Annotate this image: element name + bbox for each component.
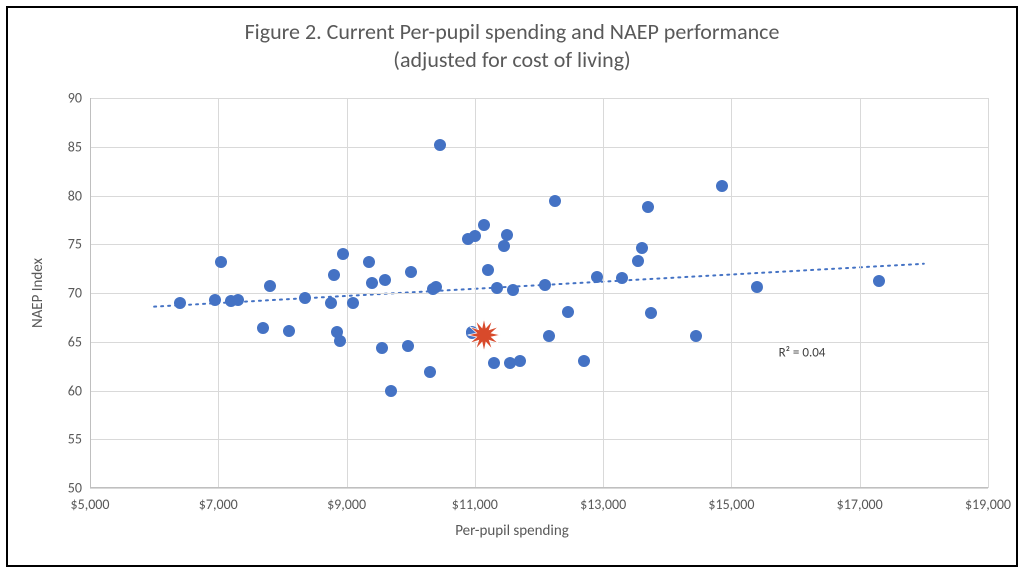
data-point — [543, 330, 555, 342]
x-tick-label: $19,000 — [965, 496, 1011, 513]
data-point — [366, 277, 378, 289]
y-tick-label: 75 — [68, 236, 82, 253]
chart-title: Figure 2. Current Per-pupil spending and… — [8, 18, 1016, 73]
data-point — [498, 240, 510, 252]
gridline-horizontal — [90, 98, 988, 99]
data-point — [174, 297, 186, 309]
data-point — [328, 269, 340, 281]
data-point — [507, 284, 519, 296]
data-point — [257, 322, 269, 334]
data-point — [591, 271, 603, 283]
gridline-horizontal — [90, 244, 988, 245]
gridline-horizontal — [90, 342, 988, 343]
x-tick-label: $17,000 — [837, 496, 883, 513]
gridline-horizontal — [90, 391, 988, 392]
gridline-horizontal — [90, 196, 988, 197]
data-point — [549, 195, 561, 207]
data-point — [636, 242, 648, 254]
r-squared-label: R² = 0.04 — [779, 346, 826, 361]
data-point — [539, 279, 551, 291]
gridline-horizontal — [90, 439, 988, 440]
data-point — [482, 264, 494, 276]
data-point — [405, 266, 417, 278]
y-tick-label: 70 — [68, 285, 82, 302]
gridline-vertical — [988, 98, 989, 488]
data-point — [645, 307, 657, 319]
data-point — [716, 180, 728, 192]
y-axis-line — [90, 98, 91, 488]
data-point — [215, 256, 227, 268]
y-tick-label: 85 — [68, 138, 82, 155]
data-point — [434, 139, 446, 151]
x-tick-label: $11,000 — [452, 496, 498, 513]
data-point — [379, 274, 391, 286]
plot-area — [90, 98, 988, 488]
gridline-horizontal — [90, 293, 988, 294]
data-point — [376, 342, 388, 354]
data-point — [424, 366, 436, 378]
y-tick-label: 65 — [68, 333, 82, 350]
data-point — [325, 297, 337, 309]
data-point — [347, 297, 359, 309]
x-axis-line — [90, 487, 988, 488]
data-point — [299, 292, 311, 304]
gridline-horizontal — [90, 488, 988, 489]
chart-title-line2: (adjusted for cost of living) — [8, 46, 1016, 74]
y-tick-label: 60 — [68, 382, 82, 399]
data-point — [283, 325, 295, 337]
chart-frame: Figure 2. Current Per-pupil spending and… — [6, 6, 1018, 567]
highlight-star-marker — [467, 318, 501, 352]
x-tick-label: $7,000 — [199, 496, 238, 513]
x-tick-label: $5,000 — [71, 496, 110, 513]
data-point — [642, 201, 654, 213]
x-tick-label: $15,000 — [708, 496, 754, 513]
y-tick-label: 80 — [68, 187, 82, 204]
data-point — [264, 280, 276, 292]
data-point — [690, 330, 702, 342]
data-point — [616, 272, 628, 284]
y-axis-title: NAEP Index — [29, 258, 47, 328]
data-point — [501, 229, 513, 241]
y-tick-label: 55 — [68, 431, 82, 448]
y-tick-label: 50 — [68, 480, 82, 497]
data-point — [337, 248, 349, 260]
data-point — [430, 281, 442, 293]
x-tick-label: $9,000 — [327, 496, 366, 513]
data-point — [232, 294, 244, 306]
data-point — [209, 294, 221, 306]
chart-title-line1: Figure 2. Current Per-pupil spending and… — [8, 18, 1016, 46]
gridline-horizontal — [90, 147, 988, 148]
data-point — [751, 281, 763, 293]
data-point — [385, 385, 397, 397]
x-axis-title: Per-pupil spending — [8, 522, 1016, 540]
data-point — [632, 255, 644, 267]
data-point — [478, 219, 490, 231]
data-point — [363, 256, 375, 268]
data-point — [488, 357, 500, 369]
y-tick-label: 90 — [68, 90, 82, 107]
data-point — [514, 355, 526, 367]
x-tick-label: $13,000 — [580, 496, 626, 513]
data-point — [469, 230, 481, 242]
data-point — [334, 335, 346, 347]
data-point — [873, 275, 885, 287]
data-point — [562, 306, 574, 318]
data-point — [402, 340, 414, 352]
data-point — [578, 355, 590, 367]
data-point — [491, 282, 503, 294]
chart-outer-frame: Figure 2. Current Per-pupil spending and… — [0, 0, 1024, 573]
